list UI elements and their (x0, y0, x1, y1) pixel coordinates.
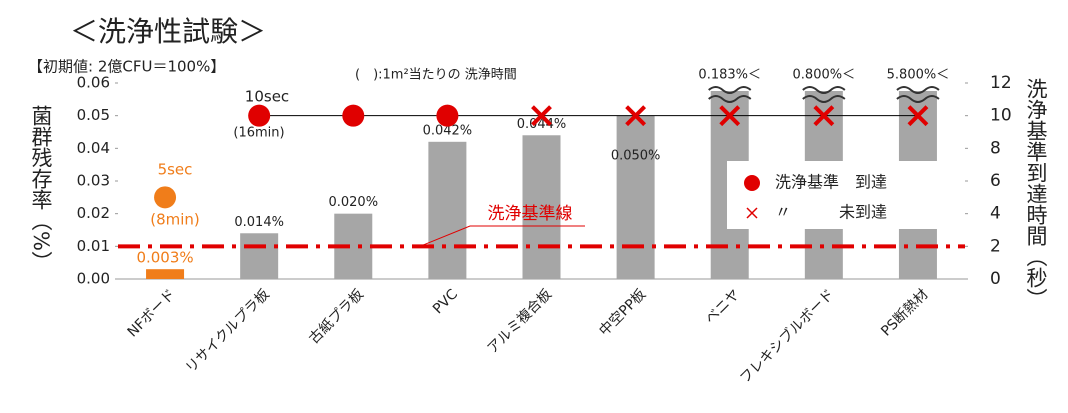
reference-label: 洗浄基準線 (488, 204, 573, 224)
y2-tick-label: 2 (990, 236, 1001, 256)
bar (146, 269, 185, 279)
value-label: 0.183%＜ (698, 68, 761, 83)
legend-box (727, 161, 965, 229)
value-label: 5.800%＜ (887, 68, 950, 83)
break-mark (802, 86, 846, 94)
y-axis-title: 菌群残存率（%） (29, 105, 53, 272)
legend-label: 〃 未到達 (775, 203, 887, 222)
y-tick-label: 0.01 (77, 237, 110, 255)
break-mark (896, 95, 940, 103)
value-label: 0.800%＜ (793, 68, 856, 83)
time-marker (154, 186, 177, 209)
time-marker (436, 104, 459, 127)
break-mark (896, 86, 940, 94)
value-label: 0.042% (423, 123, 473, 138)
break-mark (708, 86, 752, 94)
y-tick-label: 0.06 (77, 74, 110, 92)
annotation: (8min) (150, 211, 200, 229)
time-marker (531, 105, 552, 127)
x-tick-label: リサイクルプラ板 (183, 286, 273, 376)
x-tick-label: PS断熱材 (878, 286, 931, 339)
break-mark (708, 95, 752, 103)
time-marker (625, 105, 647, 127)
time-marker (813, 105, 835, 127)
x-tick-label: フレキシブルボード (736, 286, 837, 387)
value-label: 0.044% (517, 117, 567, 132)
note: ( ):1m²当たりの 洗浄時間 (355, 68, 517, 83)
annotation: 10sec (245, 88, 289, 106)
value-label: 0.003% (136, 249, 193, 267)
x-tick-label: 中空PP板 (596, 286, 649, 339)
time-marker (907, 105, 929, 127)
bar (804, 91, 843, 279)
x-tick-label: PVC (430, 286, 461, 317)
y-tick-label: 0.03 (77, 172, 110, 190)
break-mark (802, 95, 846, 103)
y2-tick-label: 8 (990, 138, 1001, 158)
reference-leader (419, 225, 585, 247)
bar (710, 91, 749, 279)
legend-marker (744, 175, 760, 191)
y-tick-label: 0.02 (77, 204, 110, 222)
legend-label: 洗浄基準 到達 (775, 173, 887, 192)
y-tick-label: 0.05 (77, 106, 110, 124)
y2-tick-label: 0 (990, 269, 1001, 289)
y-tick-label: 0.04 (77, 139, 110, 157)
x-tick-label: 古紙プラ板 (306, 286, 367, 347)
y2-axis-title: 洗浄基準到達時間（秒） (1024, 78, 1048, 309)
value-label: 0.020% (328, 195, 378, 210)
subtitle: 【初期値: 2億CFU＝100%】 (28, 58, 225, 76)
bar (240, 233, 279, 279)
time-marker (248, 104, 271, 127)
time-marker (342, 104, 365, 127)
bar (428, 141, 467, 279)
y2-tick-label: 12 (990, 73, 1012, 93)
x-tick-label: アルミ複合板 (484, 286, 555, 357)
y2-tick-label: 10 (990, 106, 1012, 126)
bar (522, 135, 561, 279)
x-tick-label: NFボード (125, 286, 179, 340)
value-label: 0.014% (234, 215, 284, 230)
chart-title: ＜洗浄性試験＞ (70, 15, 266, 48)
legend-marker (746, 207, 758, 219)
x-tick-label: ベニヤ (702, 286, 743, 327)
y2-tick-label: 4 (990, 204, 1001, 224)
annotation: 5sec (158, 161, 193, 179)
bar (616, 115, 655, 280)
time-marker (719, 105, 741, 127)
value-label: 0.050% (611, 149, 661, 164)
y2-tick-label: 6 (990, 171, 1001, 191)
annotation: (16min) (233, 126, 284, 141)
bar (898, 91, 937, 279)
y-tick-label: 0.00 (77, 270, 110, 288)
